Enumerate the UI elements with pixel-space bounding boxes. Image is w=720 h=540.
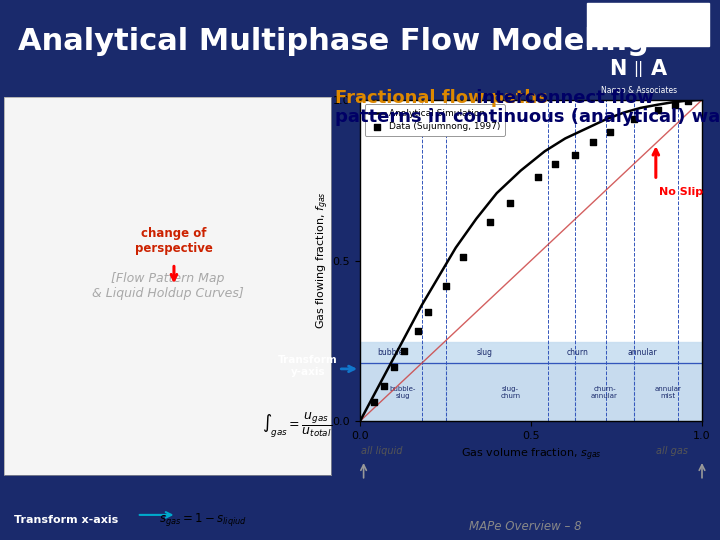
Y-axis label: Gas flowing fraction, $f_{gas}$: Gas flowing fraction, $f_{gas}$ <box>315 192 331 329</box>
Text: MAPe Overview – 8: MAPe Overview – 8 <box>469 520 582 533</box>
Analytical Simulation <box>451 245 460 251</box>
Analytical Simulation <box>376 380 384 386</box>
Analytical Simulation <box>582 126 590 132</box>
Bar <box>360 363 446 421</box>
Data (Sujumnong, 1997) <box>549 160 561 168</box>
Text: churn-
annular: churn- annular <box>591 386 618 399</box>
Data (Sujumnong, 1997) <box>652 105 663 114</box>
Analytical Simulation <box>698 97 706 103</box>
Analytical Simulation <box>492 190 501 197</box>
Text: change of
perspective: change of perspective <box>135 227 213 255</box>
Analytical Simulation <box>691 97 700 104</box>
Data (Sujumnong, 1997) <box>604 128 616 137</box>
Text: Nagoo & Associates: Nagoo & Associates <box>600 86 677 95</box>
Text: Transform x-axis: Transform x-axis <box>14 515 119 525</box>
Data (Sujumnong, 1997) <box>378 382 390 390</box>
Analytical Simulation <box>359 411 368 418</box>
Text: annular: annular <box>627 348 657 357</box>
Data (Sujumnong, 1997) <box>368 397 379 406</box>
Text: CMEM Journal, v.6, n.2, pp. 240-250, 2018: CMEM Journal, v.6, n.2, pp. 240-250, 201… <box>331 478 720 496</box>
Text: A: A <box>651 59 667 79</box>
Bar <box>422 342 548 363</box>
Analytical Simulation <box>403 328 412 334</box>
Data (Sujumnong, 1997) <box>389 362 400 371</box>
Analytical Simulation <box>516 167 525 174</box>
Analytical Simulation <box>653 102 662 108</box>
Text: patterns in continuous (analytical) ways!: patterns in continuous (analytical) ways… <box>335 108 720 126</box>
Text: Fractional flow paths: Fractional flow paths <box>335 89 547 107</box>
Text: bubble: bubble <box>377 348 404 357</box>
Line: Analytical Simulation: Analytical Simulation <box>360 100 702 421</box>
Analytical Simulation <box>602 116 611 123</box>
Text: $\int_{gas} = \dfrac{u_{gas}}{u_{total}}$: $\int_{gas} = \dfrac{u_{gas}}{u_{total}}… <box>262 410 332 440</box>
Data (Sujumnong, 1997) <box>485 218 496 226</box>
Analytical Simulation <box>356 418 364 424</box>
Analytical Simulation <box>636 105 645 111</box>
Data (Sujumnong, 1997) <box>440 282 451 291</box>
Data (Sujumnong, 1997) <box>570 150 581 159</box>
Data (Sujumnong, 1997) <box>628 115 639 124</box>
FancyBboxPatch shape <box>587 3 709 46</box>
Text: $s_{gas} = 1 - s_{liqiud}$: $s_{gas} = 1 - s_{liqiud}$ <box>159 511 248 528</box>
Text: all gas: all gas <box>656 446 688 456</box>
Data (Sujumnong, 1997) <box>683 97 694 105</box>
Analytical Simulation <box>434 273 443 280</box>
Bar <box>360 342 422 363</box>
Text: N: N <box>609 59 626 79</box>
Analytical Simulation <box>619 110 628 116</box>
Analytical Simulation <box>561 135 570 141</box>
Text: slug-
churn: slug- churn <box>500 386 521 399</box>
Text: Analytical Multiphase Flow Modeling: Analytical Multiphase Flow Modeling <box>18 28 649 56</box>
Text: [Flow Pattern Map
& Liquid Holdup Curves]: [Flow Pattern Map & Liquid Holdup Curves… <box>91 272 243 300</box>
Data (Sujumnong, 1997) <box>532 173 544 181</box>
Analytical Simulation <box>418 302 426 309</box>
Data (Sujumnong, 1997) <box>669 100 680 109</box>
Analytical Simulation <box>366 399 374 405</box>
Text: slug: slug <box>477 348 492 357</box>
Data (Sujumnong, 1997) <box>505 198 516 207</box>
Text: No Slip: No Slip <box>660 187 703 197</box>
Text: Transform
y-axis: Transform y-axis <box>278 355 338 377</box>
Analytical Simulation <box>472 215 481 222</box>
Text: churn: churn <box>566 348 588 357</box>
Analytical Simulation <box>541 148 549 154</box>
Data (Sujumnong, 1997) <box>587 137 598 146</box>
Bar <box>634 363 702 421</box>
Bar <box>575 363 634 421</box>
Data (Sujumnong, 1997) <box>399 346 410 355</box>
Analytical Simulation <box>390 354 399 360</box>
Text: annular
mist: annular mist <box>654 386 681 399</box>
Analytical Simulation <box>680 98 689 104</box>
Bar <box>548 342 606 363</box>
Data (Sujumnong, 1997) <box>457 253 469 262</box>
Text: interconnect flow: interconnect flow <box>470 89 654 107</box>
Analytical Simulation <box>667 99 675 106</box>
X-axis label: Gas volume fraction, $s_{gas}$: Gas volume fraction, $s_{gas}$ <box>461 447 601 463</box>
Text: ||: || <box>634 60 644 77</box>
Bar <box>606 342 678 363</box>
Bar <box>678 342 702 363</box>
Legend: Analytical Simulation, Data (Sujumnong, 1997): Analytical Simulation, Data (Sujumnong, … <box>364 104 505 136</box>
Text: all liquid: all liquid <box>361 446 403 456</box>
Text: bubble-
slug: bubble- slug <box>390 386 416 399</box>
Data (Sujumnong, 1997) <box>423 308 434 316</box>
Data (Sujumnong, 1997) <box>413 327 424 335</box>
Bar <box>446 363 575 421</box>
